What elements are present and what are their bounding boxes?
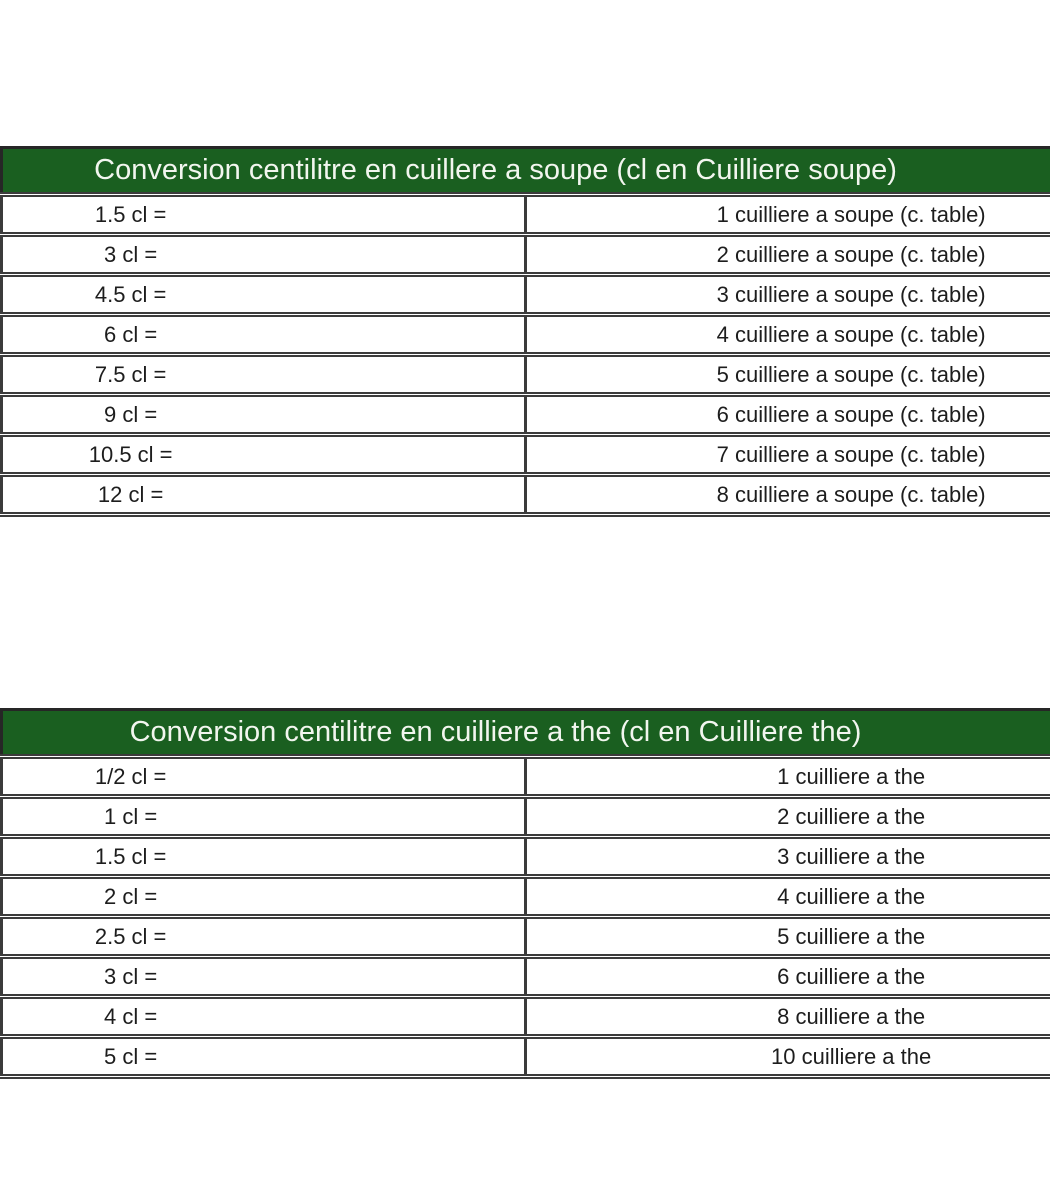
centilitre-value-cell: 1 cl = bbox=[0, 794, 528, 839]
centilitre-value-cell: 12 cl = bbox=[0, 472, 528, 517]
spoon-value-cell: 8 cuilliere a soupe (c. table) bbox=[525, 472, 1050, 517]
table-row: 7.5 cl = 5 cuilliere a soupe (c. table) bbox=[0, 352, 1050, 397]
table-row: 10.5 cl = 7 cuilliere a soupe (c. table) bbox=[0, 432, 1050, 477]
centilitre-value-cell: 1/2 cl = bbox=[0, 754, 528, 799]
centilitre-value-cell: 2.5 cl = bbox=[0, 914, 528, 959]
spoon-value-cell: 3 cuilliere a soupe (c. table) bbox=[525, 272, 1050, 317]
conversion-table: Conversion centilitre en cuillere a soup… bbox=[0, 146, 1050, 517]
table-row: 3 cl = 2 cuilliere a soupe (c. table) bbox=[0, 232, 1050, 277]
table-row: 1/2 cl = 1 cuilliere a the bbox=[0, 754, 1050, 799]
centilitre-value-cell: 1.5 cl = bbox=[0, 834, 528, 879]
centilitre-value-cell: 3 cl = bbox=[0, 232, 528, 277]
centilitre-value-cell: 7.5 cl = bbox=[0, 352, 528, 397]
centilitre-value-cell: 6 cl = bbox=[0, 312, 528, 357]
spoon-value-cell: 10 cuilliere a the bbox=[525, 1034, 1050, 1079]
spoon-value-cell: 4 cuilliere a the bbox=[525, 874, 1050, 919]
spoon-value-cell: 7 cuilliere a soupe (c. table) bbox=[525, 432, 1050, 477]
table-header-row: Conversion centilitre en cuilliere a the… bbox=[0, 708, 1050, 759]
table-row: 4 cl = 8 cuilliere a the bbox=[0, 994, 1050, 1039]
spoon-value-cell: 2 cuilliere a soupe (c. table) bbox=[525, 232, 1050, 277]
table-row: 12 cl = 8 cuilliere a soupe (c. table) bbox=[0, 472, 1050, 517]
table-row: 2 cl = 4 cuilliere a the bbox=[0, 874, 1050, 919]
spoon-value-cell: 3 cuilliere a the bbox=[525, 834, 1050, 879]
table-row: 3 cl = 6 cuilliere a the bbox=[0, 954, 1050, 999]
centilitre-value-cell: 5 cl = bbox=[0, 1034, 528, 1079]
conversion-tables-container: Conversion centilitre en cuillere a soup… bbox=[0, 146, 1050, 1079]
table-row: 6 cl = 4 cuilliere a soupe (c. table) bbox=[0, 312, 1050, 357]
spoon-value-cell: 1 cuilliere a the bbox=[525, 754, 1050, 799]
spoon-value-cell: 1 cuilliere a soupe (c. table) bbox=[525, 192, 1050, 237]
table-row: 1.5 cl = 3 cuilliere a the bbox=[0, 834, 1050, 879]
spoon-value-cell: 5 cuilliere a soupe (c. table) bbox=[525, 352, 1050, 397]
conversion-table: Conversion centilitre en cuilliere a the… bbox=[0, 708, 1050, 1079]
centilitre-value-cell: 2 cl = bbox=[0, 874, 528, 919]
table-row: 1 cl = 2 cuilliere a the bbox=[0, 794, 1050, 839]
centilitre-value-cell: 4.5 cl = bbox=[0, 272, 528, 317]
spoon-value-cell: 8 cuilliere a the bbox=[525, 994, 1050, 1039]
table-row: 4.5 cl = 3 cuilliere a soupe (c. table) bbox=[0, 272, 1050, 317]
spoon-value-cell: 5 cuilliere a the bbox=[525, 914, 1050, 959]
table-row: 2.5 cl = 5 cuilliere a the bbox=[0, 914, 1050, 959]
centilitre-value-cell: 4 cl = bbox=[0, 994, 528, 1039]
spoon-value-cell: 6 cuilliere a the bbox=[525, 954, 1050, 999]
page: Conversion centilitre en cuillere a soup… bbox=[0, 146, 1050, 1079]
centilitre-value-cell: 9 cl = bbox=[0, 392, 528, 437]
centilitre-value-cell: 1.5 cl = bbox=[0, 192, 528, 237]
table-header-row: Conversion centilitre en cuillere a soup… bbox=[0, 146, 1050, 197]
centilitre-value-cell: 10.5 cl = bbox=[0, 432, 528, 477]
spoon-value-cell: 4 cuilliere a soupe (c. table) bbox=[525, 312, 1050, 357]
table-row: 1.5 cl = 1 cuilliere a soupe (c. table) bbox=[0, 192, 1050, 237]
spoon-value-cell: 2 cuilliere a the bbox=[525, 794, 1050, 839]
table-title: Conversion centilitre en cuillere a soup… bbox=[0, 146, 1050, 197]
table-row: 5 cl = 10 cuilliere a the bbox=[0, 1034, 1050, 1079]
spoon-value-cell: 6 cuilliere a soupe (c. table) bbox=[525, 392, 1050, 437]
table-title: Conversion centilitre en cuilliere a the… bbox=[0, 708, 1050, 759]
centilitre-value-cell: 3 cl = bbox=[0, 954, 528, 999]
table-row: 9 cl = 6 cuilliere a soupe (c. table) bbox=[0, 392, 1050, 437]
